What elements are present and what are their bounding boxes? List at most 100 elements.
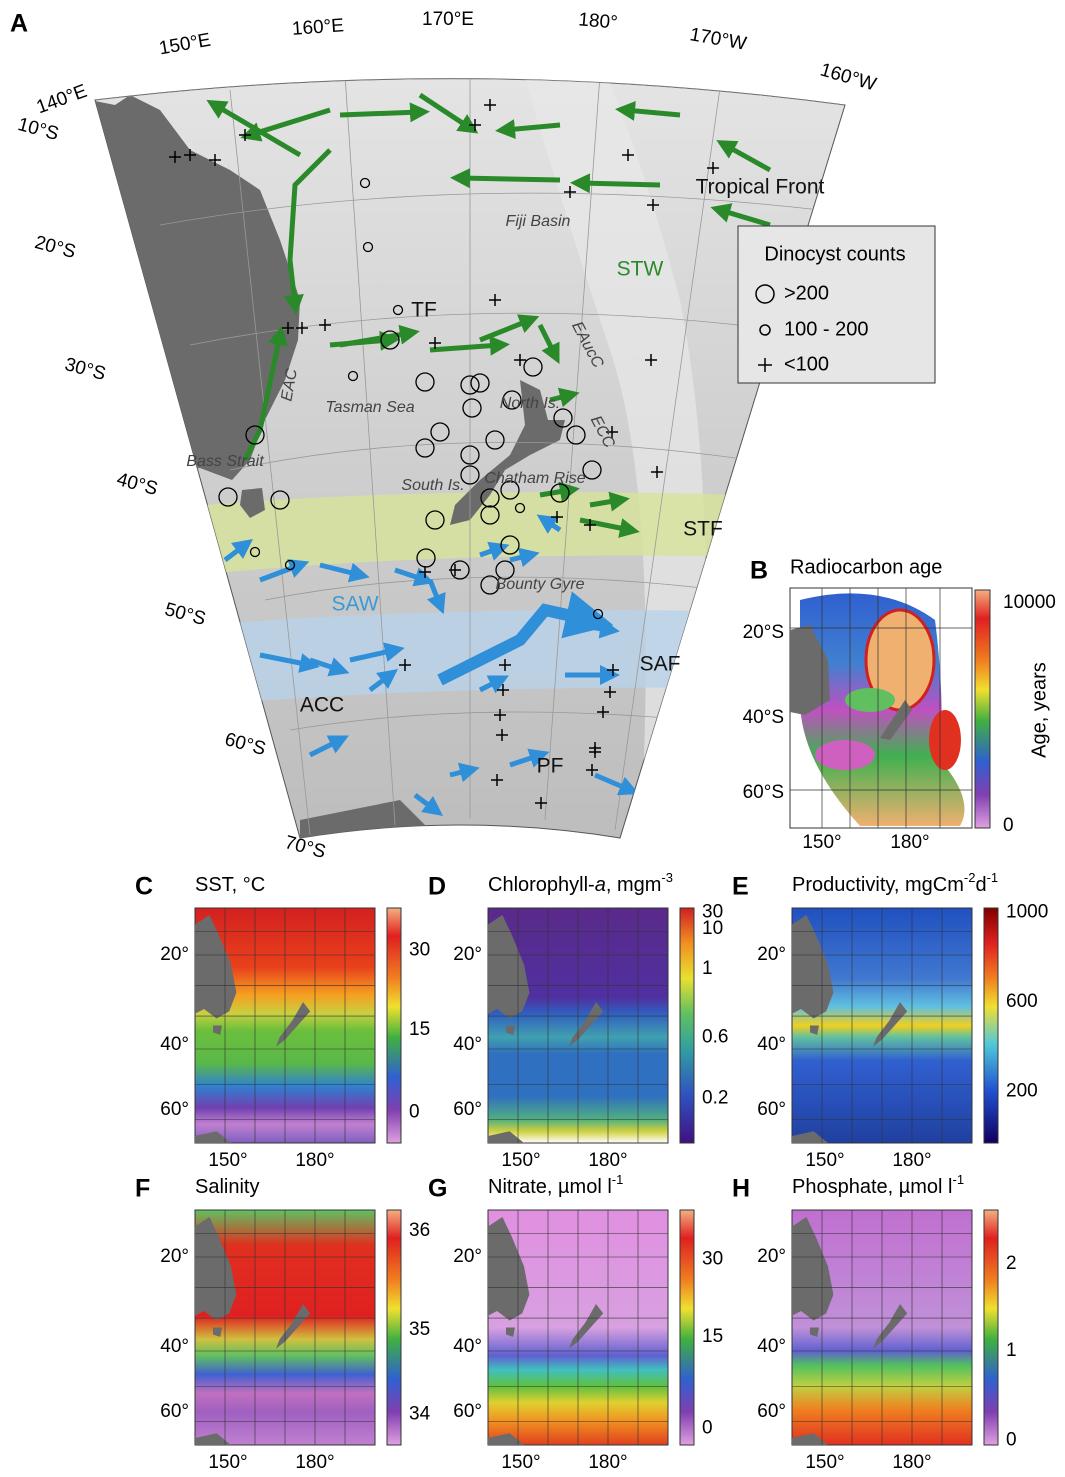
colorbar-tick-label: 0 — [702, 1418, 713, 1439]
panel-letter: A — [10, 10, 28, 38]
place-label: North Is. — [500, 395, 560, 412]
lat-label: 40° — [160, 1336, 189, 1357]
lat-label: 20° — [453, 1246, 482, 1267]
lat-label: 60°S — [222, 729, 267, 760]
title-part: Chlorophyll- — [488, 874, 595, 896]
panel-title: Nitrate, µmol l-1 — [488, 1172, 623, 1198]
front-label: ACC — [300, 694, 344, 717]
lat-label: 60° — [453, 1099, 482, 1120]
panel-title: Productivity, mgCm-2d-1 — [792, 870, 998, 896]
current-arrow — [580, 183, 660, 185]
panel-letter: E — [732, 873, 749, 901]
lon-label: 180° — [588, 1150, 627, 1171]
place-label: Chatham Rise — [484, 470, 585, 487]
age-blob — [929, 710, 961, 770]
lat-label: 10°S — [15, 114, 60, 145]
legend: Dinocyst counts >200 100 - 200 <100 — [738, 226, 935, 383]
lon-label: 140°E — [34, 81, 90, 119]
colorbar-tick-label: 0 — [409, 1101, 420, 1122]
lat-label: 20° — [757, 1246, 786, 1267]
title-part: , mgm — [606, 874, 662, 896]
front-label: SAF — [640, 653, 681, 676]
colorbar-tick-label: 0.2 — [702, 1087, 728, 1108]
place-label: Bounty Gyre — [496, 576, 585, 593]
lat-label: 60° — [160, 1099, 189, 1120]
legend-title: Dinocyst counts — [764, 243, 905, 265]
panel-b: B Radiocarbon age 10000 0 Age, years 20°… — [743, 556, 1056, 853]
age-blob — [845, 688, 895, 712]
lon-label: 180° — [578, 9, 619, 33]
lon-label: 180° — [295, 1452, 334, 1472]
panel-title: Salinity — [195, 1176, 259, 1198]
panel-letter: B — [750, 557, 768, 585]
lon-label: 170°E — [422, 9, 474, 30]
colorbar — [984, 1210, 998, 1445]
lat-label: 60° — [453, 1401, 482, 1422]
lat-label: 20° — [453, 944, 482, 965]
colorbar-tick-label: 30 — [409, 939, 430, 960]
lon-label: 150° — [805, 1150, 844, 1171]
title-part: Salinity — [195, 1176, 259, 1198]
colorbar — [387, 1210, 401, 1445]
panel-letter: G — [428, 1175, 447, 1203]
map-panel: HPhosphate, µmol l-121020°40°60°150°180° — [732, 1172, 1017, 1472]
lon-label: 150° — [501, 1452, 540, 1472]
lon-label: 150° — [802, 832, 841, 853]
colorbar — [975, 590, 990, 828]
panel-letter: C — [135, 873, 153, 901]
front-label: PF — [537, 755, 564, 778]
lat-label: 20° — [757, 944, 786, 965]
colorbar-tick-label: 0 — [1006, 1429, 1017, 1450]
colorbar-tick-label: 30 — [702, 1248, 723, 1269]
lat-label: 60° — [160, 1401, 189, 1422]
lon-label: 150°E — [157, 30, 212, 60]
title-part: a — [595, 874, 606, 896]
panel-letter: H — [732, 1175, 750, 1203]
colorbar-tick-label: 1 — [1006, 1340, 1017, 1361]
colorbar — [680, 1210, 694, 1445]
legend-item: 100 - 200 — [784, 318, 869, 340]
title-part: -1 — [987, 870, 999, 885]
colorbar-tick-label: 10 — [702, 918, 723, 939]
front-label: STF — [683, 518, 723, 541]
lat-label: 50°S — [162, 599, 207, 630]
colorbar-tick-label: 0 — [1003, 815, 1014, 836]
current-arrow — [340, 112, 420, 115]
legend-item: >200 — [784, 282, 829, 304]
front-label: TF — [411, 299, 437, 322]
figure: A 140°E150°E160°E170°E180°170°W160°W10°S… — [0, 0, 1065, 1472]
lon-label: 170°W — [688, 24, 748, 55]
colorbar — [680, 908, 694, 1143]
map-panel: CSST, °C3015020°40°60°150°180° — [135, 873, 430, 1171]
colorbar-tick-label: 2 — [1006, 1253, 1017, 1274]
lon-label: 160°E — [291, 15, 344, 40]
title-part: Nitrate, µmol l — [488, 1176, 612, 1198]
title-part: -3 — [661, 870, 673, 885]
colorbar-tick-label: 600 — [1006, 991, 1038, 1012]
front-label: SAW — [331, 593, 378, 616]
page: { "panel_a": { "letter": "A", "lon_label… — [0, 0, 1065, 1477]
lat-label: 40°S — [114, 469, 159, 500]
front-label: Tropical Front — [696, 176, 825, 199]
panel-letter: D — [428, 873, 446, 901]
lat-label: 70°S — [282, 832, 327, 863]
lon-label: 160°W — [818, 60, 879, 96]
panel-letter: F — [135, 1175, 150, 1203]
title-part: Productivity, mgCm — [792, 874, 964, 896]
lat-label: 20° — [160, 1246, 189, 1267]
colorbar-tick-label: 15 — [409, 1019, 430, 1040]
lat-label: 60°S — [743, 782, 784, 803]
legend-item: <100 — [784, 353, 829, 375]
lat-label: 40° — [453, 1034, 482, 1055]
lon-label: 180° — [890, 832, 929, 853]
colorbar-tick-label: 36 — [409, 1220, 430, 1241]
colorbar-tick-label: 35 — [409, 1319, 430, 1340]
lat-label: 60° — [757, 1099, 786, 1120]
colorbar — [984, 908, 998, 1143]
colorbar-tick-label: 0.6 — [702, 1026, 728, 1047]
map-panel: GNitrate, µmol l-13015020°40°60°150°180° — [428, 1172, 723, 1472]
panel-title: Phosphate, µmol l-1 — [792, 1172, 964, 1198]
lon-label: 180° — [892, 1452, 931, 1472]
lat-label: 20°S — [743, 622, 784, 643]
